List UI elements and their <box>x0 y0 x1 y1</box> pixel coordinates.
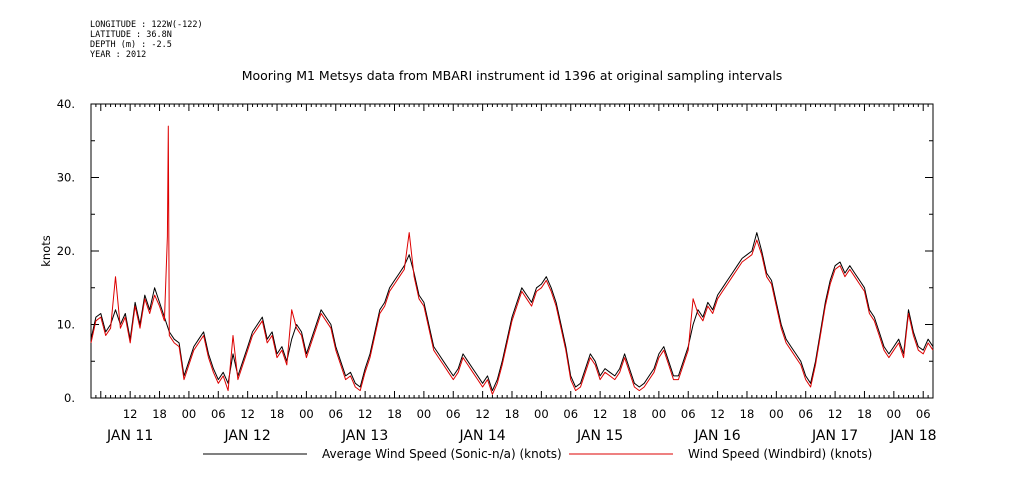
x-hour-label: 18 <box>152 407 167 421</box>
x-tick-labels: 12 18 00 06 12 18 00 06 12 18 00 06 12 18 00 06 12 18 00 06… <box>106 407 936 444</box>
x-hour-label: 12 <box>123 407 138 421</box>
series-lines <box>90 125 934 395</box>
legend-label-average: Average Wind Speed (Sonic-n/a) (knots) <box>322 447 562 461</box>
y-axis-label: knots <box>39 235 53 267</box>
x-day-label: JAN 11 <box>106 428 153 444</box>
x-hour-label: 00 <box>652 407 667 421</box>
axis-ticks <box>90 103 934 399</box>
x-hour-label: 18 <box>270 407 285 421</box>
x-hour-label: 12 <box>240 407 255 421</box>
x-hour-label: 06 <box>798 407 813 421</box>
series-line-0 <box>90 232 934 392</box>
series-line-1 <box>90 125 934 395</box>
legend: Average Wind Speed (Sonic-n/a) (knots) W… <box>203 447 872 461</box>
x-hour-label: 06 <box>328 407 343 421</box>
x-hour-label: 06 <box>563 407 578 421</box>
longitude-label: LONGITUDE : 122W(-122) <box>90 20 203 30</box>
x-hour-label: 18 <box>740 407 755 421</box>
x-hour-label: 00 <box>887 407 902 421</box>
x-hour-label: 00 <box>299 407 314 421</box>
x-day-label: JAN 16 <box>694 428 741 444</box>
plot-frame <box>90 103 934 399</box>
x-hour-label: 00 <box>417 407 432 421</box>
x-day-label: JAN 17 <box>811 428 858 444</box>
latitude-label: LATITUDE : 36.8N <box>90 30 172 40</box>
y-tick-labels: 0. 10. 20. 30. 40. <box>57 97 75 405</box>
chart-title: Mooring M1 Metsys data from MBARI instru… <box>242 68 783 83</box>
x-hour-label: 12 <box>828 407 843 421</box>
x-hour-label: 00 <box>182 407 197 421</box>
x-day-label: JAN 15 <box>576 428 623 444</box>
x-day-label: JAN 13 <box>341 428 388 444</box>
x-hour-label: 06 <box>446 407 461 421</box>
x-hour-label: 12 <box>710 407 725 421</box>
x-hour-label: 06 <box>916 407 931 421</box>
y-tick-label: 30. <box>57 171 75 185</box>
x-hour-label: 18 <box>387 407 402 421</box>
x-hour-label: 06 <box>681 407 696 421</box>
x-hour-label: 12 <box>475 407 490 421</box>
y-tick-label: 40. <box>57 97 75 111</box>
y-tick-label: 0. <box>64 391 75 405</box>
x-hour-label: 12 <box>593 407 608 421</box>
x-day-label: JAN 12 <box>224 428 271 444</box>
y-tick-label: 20. <box>57 244 75 258</box>
depth-label: DEPTH (m) : -2.5 <box>90 40 172 50</box>
x-hour-label: 00 <box>769 407 784 421</box>
x-hour-label: 06 <box>211 407 226 421</box>
x-hour-label: 18 <box>857 407 872 421</box>
x-day-label: JAN 18 <box>889 428 936 444</box>
y-tick-label: 10. <box>57 318 75 332</box>
x-day-label: JAN 14 <box>459 428 506 444</box>
mooring-metadata: LONGITUDE : 122W(-122) LATITUDE : 36.8N … <box>90 20 203 60</box>
x-hour-label: 00 <box>534 407 549 421</box>
x-hour-label: 18 <box>622 407 637 421</box>
year-label: YEAR : 2012 <box>90 50 147 60</box>
x-hour-label: 18 <box>505 407 520 421</box>
x-hour-label: 12 <box>358 407 373 421</box>
legend-label-windbird: Wind Speed (Windbird) (knots) <box>688 447 872 461</box>
